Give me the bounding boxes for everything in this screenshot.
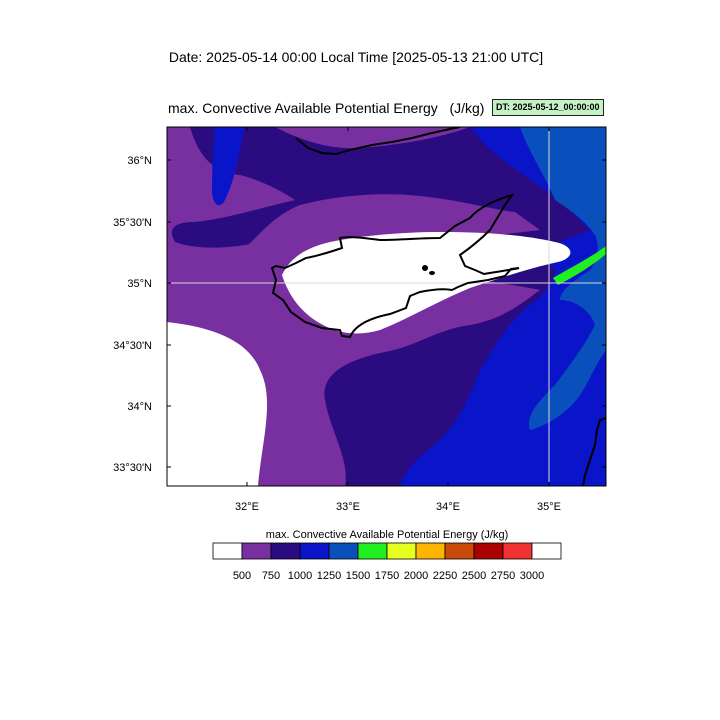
islet-marker-1: [422, 265, 428, 271]
date-title: Date: 2025-05-14 00:00 Local Time [2025-…: [168, 49, 544, 65]
lon-label-32e: 32°E: [235, 501, 259, 513]
colorbar-swatch: [531, 542, 562, 560]
colorbar-swatch: [502, 542, 533, 560]
colorbar: [212, 542, 562, 560]
lat-label-33-30n: 33°30'N: [113, 462, 152, 474]
lon-label-33e: 33°E: [336, 501, 360, 513]
map-title: max. Convective Available Potential Ener…: [168, 100, 485, 116]
colorbar-tick-label: 1250: [317, 570, 341, 582]
islet-marker-2: [429, 271, 435, 275]
colorbar-tick-label: 2500: [462, 570, 486, 582]
colorbar-tick-label: 2750: [491, 570, 515, 582]
colorbar-labels: 500 750 1000 1250 1500 1750 2000 2250 2500 2750 30…: [233, 570, 544, 582]
colorbar-swatch: [415, 542, 446, 560]
turkey-coastline: [295, 127, 461, 156]
legend-title: max. Convective Available Potential Ener…: [266, 529, 509, 541]
colorbar-swatch: [473, 542, 504, 560]
colorbar-tick-label: 2250: [433, 570, 457, 582]
levant-coastline: [582, 417, 606, 486]
colorbar-swatch: [357, 542, 388, 560]
colorbar-swatch: [386, 542, 417, 560]
colorbar-tick-label: 2000: [404, 570, 428, 582]
lon-label-34e: 34°E: [436, 501, 460, 513]
dt-badge: DT: 2025-05-12_00:00:00: [492, 99, 604, 116]
lat-label-34n: 34°N: [127, 401, 152, 413]
lon-ticks: [246, 127, 550, 486]
colorbar-tick-label: 1000: [288, 570, 312, 582]
lon-label-35e: 35°E: [537, 501, 561, 513]
cape-1000-1250-northwest-patch: [212, 127, 245, 206]
lat-label-36n: 36°N: [127, 155, 152, 167]
colorbar-tick-label: 500: [233, 570, 251, 582]
lat-ticks: [167, 159, 606, 468]
colorbar-swatch: [299, 542, 330, 560]
lat-label-35-30n: 35°30'N: [113, 217, 152, 229]
lat-label-34-30n: 34°30'N: [113, 340, 152, 352]
colorbar-swatch: [444, 542, 475, 560]
colorbar-tick-label: 3000: [520, 570, 544, 582]
colorbar-swatch: [212, 542, 243, 560]
cape-1500-1750-streak: [553, 246, 606, 285]
colorbar-tick-label: 1500: [346, 570, 370, 582]
map-frame: [166, 126, 607, 487]
colorbar-tick-label: 1750: [375, 570, 399, 582]
colorbar-swatch: [241, 542, 272, 560]
cyprus-coastline: [270, 193, 520, 339]
map-plot-area: [167, 127, 606, 486]
lat-label-35n: 35°N: [127, 278, 152, 290]
cape-500-750-north-arc: [275, 127, 470, 149]
colorbar-swatch: [270, 542, 301, 560]
colorbar-tick-label: 750: [262, 570, 280, 582]
colorbar-swatch: [328, 542, 359, 560]
cape-1250-1500-region: [520, 127, 606, 430]
